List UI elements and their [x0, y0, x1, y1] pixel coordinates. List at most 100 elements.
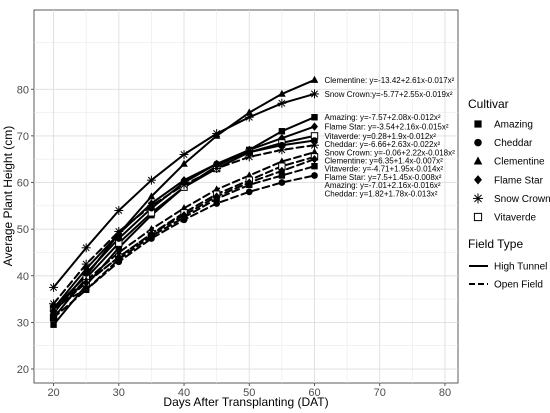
legend-label: Vitaverde — [494, 213, 537, 224]
data-point-clementine-high-tunnel — [278, 89, 286, 97]
data-point-amazing-open-field — [311, 162, 318, 170]
data-point-cheddar-high-tunnel — [213, 160, 221, 168]
data-point-cheddar-open-field — [148, 235, 155, 242]
y-axis-title: Average Plant Height (cm) — [1, 126, 15, 267]
legend-title-cultivar: Cultivar — [468, 97, 509, 111]
data-point-snow-crown-open-field — [146, 201, 156, 211]
data-point-snow-crown-high-tunnel — [49, 282, 59, 292]
data-point-clementine-high-tunnel — [310, 75, 319, 83]
y-tick-label: 80 — [17, 84, 29, 96]
equation-label: Vitaverde: y=0.28+1.9x-0.012x² — [324, 132, 436, 141]
data-point-amazing-open-field — [50, 314, 57, 321]
equation-label: Snow Crown:y=-5.77+2.55x-0.019x² — [324, 90, 452, 99]
legend-label: Amazing — [494, 120, 533, 131]
data-point-snow-crown-open-field — [179, 180, 189, 190]
data-point-snow-crown-high-tunnel — [81, 243, 91, 253]
data-point-cheddar-open-field — [245, 188, 253, 196]
data-point-snow-crown-open-field — [244, 152, 254, 162]
legend-key-amazing — [474, 120, 482, 128]
data-point-snow-crown-high-tunnel — [114, 206, 124, 215]
equation-labels: Clementine: y=-13.42+2.61x-0.017x² Snow C… — [324, 76, 455, 198]
equation-label: Clementine: y=-13.42+2.61x-0.017x² — [324, 76, 454, 85]
legend-title-field-type: Field Type — [468, 237, 523, 251]
equation-label: Amazing: y=-7.57+2.08x-0.012x² — [324, 113, 440, 122]
data-point-snow-crown-high-tunnel — [277, 98, 287, 108]
legend-label: Cheddar — [494, 138, 533, 149]
data-point-cheddar-high-tunnel — [82, 270, 90, 277]
data-point-flame-star-open-field — [310, 155, 319, 164]
data-point-snow-crown-high-tunnel — [244, 112, 254, 122]
data-point-amazing-high-tunnel — [115, 244, 122, 251]
x-axis-ticks: 20 30 40 50 60 70 80 — [47, 383, 451, 399]
data-point-cheddar-open-field — [180, 216, 188, 224]
equation-label: Flame Star: y=-3.54+2.16x-0.015x² — [324, 123, 448, 132]
legend-key-clementine — [473, 156, 483, 165]
data-point-amazing-high-tunnel — [50, 321, 57, 328]
equation-label: Vitaverde: y=-4.71+1.95x-0.014x² — [324, 165, 443, 174]
y-tick-label: 30 — [17, 317, 29, 329]
data-point-cheddar-high-tunnel — [245, 148, 253, 156]
data-point-amazing-high-tunnel — [311, 114, 318, 121]
data-point-cheddar-open-field — [50, 302, 57, 310]
equation-label: Clementine: y=6.35+1.4x-0.007x² — [324, 157, 443, 166]
equation-label: Snow Crown: y=-0.06+2.22x-0.018x² — [324, 148, 455, 157]
series-line-flame-star-open-field — [52, 158, 316, 312]
data-point-cheddar-open-field — [213, 200, 221, 207]
data-point-snow-crown-open-field — [81, 259, 91, 269]
x-tick-label: 80 — [439, 387, 451, 399]
y-tick-label: 50 — [17, 224, 29, 236]
data-point-cheddar-high-tunnel — [278, 141, 286, 149]
equation-label: Amazing: y=-7.01+2.16x-0.016x² — [324, 181, 440, 190]
plot-panel — [33, 9, 459, 384]
equation-label: Cheddar: y=-6.66+2.63x-0.022x² — [324, 140, 440, 149]
legend-field-type-items: High Tunnel Open Field — [469, 262, 547, 291]
legend-key-snow-crown — [472, 193, 484, 204]
legend-key-vitaverde — [473, 212, 483, 222]
data-point-snow-crown-high-tunnel — [212, 129, 222, 139]
data-point-flame-star-high-tunnel — [82, 264, 90, 273]
y-tick-label: 40 — [17, 271, 29, 283]
x-tick-label: 20 — [47, 387, 59, 399]
data-point-clementine-high-tunnel — [147, 192, 156, 200]
data-point-cheddar-open-field — [278, 179, 286, 186]
y-tick-label: 60 — [17, 178, 29, 190]
y-axis-ticks: 20 30 40 50 60 70 80 — [17, 84, 34, 376]
data-point-flame-star-high-tunnel — [310, 122, 319, 131]
legend-cultivar-items: Amazing Cheddar Clementine Flame Star Snow C… — [472, 120, 550, 224]
data-point-cheddar-high-tunnel — [115, 235, 123, 242]
legend-key-flame-star — [474, 175, 482, 185]
series-markers — [49, 75, 319, 328]
data-point-snow-crown-high-tunnel — [146, 175, 156, 185]
data-point-amazing-open-field — [246, 181, 253, 189]
equation-label: Flame Star: y=7.5+1.45x-0.008x² — [324, 173, 441, 182]
legend-label: Open Field — [494, 280, 543, 291]
data-point-snow-crown-high-tunnel — [179, 150, 189, 160]
equation-label: Cheddar: y=1.82+1.78x-0.013x² — [324, 189, 437, 198]
data-point-cheddar-open-field — [82, 286, 90, 294]
y-tick-label: 70 — [17, 131, 29, 143]
legend-label: High Tunnel — [494, 262, 547, 273]
y-tick-label: 20 — [17, 364, 29, 376]
x-axis-title: Days After Transplanting (DAT) — [163, 395, 328, 409]
data-point-amazing-open-field — [213, 195, 220, 203]
data-point-flame-star-open-field — [82, 278, 90, 287]
legend-label: Snow Crown — [494, 194, 550, 205]
data-point-amazing-high-tunnel — [278, 128, 286, 135]
data-point-snow-crown-high-tunnel — [310, 89, 319, 99]
data-point-snow-crown-open-field — [310, 140, 319, 150]
data-point-snow-crown-open-field — [212, 164, 222, 174]
legend: Cultivar Amazing Cheddar Clementine Flame S… — [468, 97, 550, 291]
data-point-cheddar-open-field — [311, 172, 318, 179]
x-tick-label: 30 — [113, 387, 125, 399]
x-tick-label: 50 — [243, 387, 255, 399]
data-point-amazing-open-field — [278, 172, 286, 179]
data-point-clementine-high-tunnel — [245, 108, 254, 116]
data-point-cheddar-high-tunnel — [311, 137, 318, 144]
data-point-snow-crown-open-field — [277, 145, 287, 155]
data-point-flame-star-open-field — [50, 306, 58, 315]
data-point-cheddar-open-field — [115, 258, 123, 266]
legend-key-cheddar — [474, 138, 482, 147]
x-tick-label: 60 — [308, 387, 320, 399]
